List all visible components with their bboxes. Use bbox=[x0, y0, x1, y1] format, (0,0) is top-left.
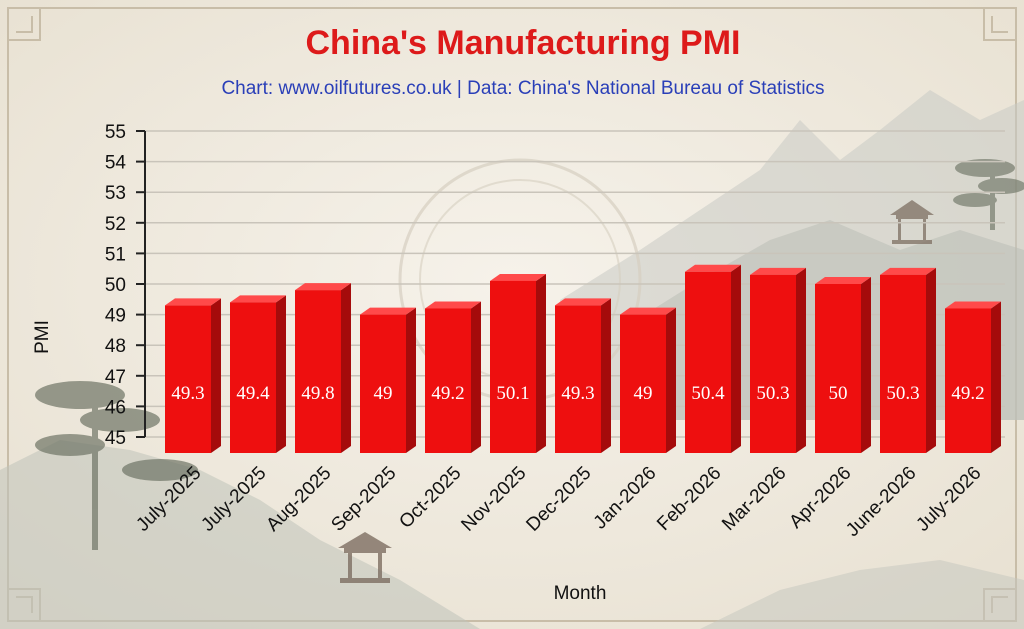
y-tick-label: 45 bbox=[105, 428, 126, 449]
bar: 50.3 bbox=[750, 267, 806, 453]
bar-top bbox=[815, 277, 871, 284]
bar-front bbox=[165, 305, 211, 453]
y-tick-label: 50 bbox=[105, 275, 126, 296]
bar: 50.4 bbox=[685, 264, 741, 453]
bar-value-label: 50.3 bbox=[886, 383, 919, 404]
bar-top bbox=[945, 301, 1001, 309]
y-tick-label: 48 bbox=[105, 336, 126, 357]
y-tick-label: 47 bbox=[105, 367, 126, 388]
bar-front bbox=[360, 314, 406, 453]
y-tick-label: 52 bbox=[105, 214, 126, 235]
bar-side bbox=[406, 307, 416, 453]
y-tick-label: 53 bbox=[105, 183, 126, 204]
bar-side bbox=[796, 267, 806, 453]
bar-top bbox=[425, 301, 481, 309]
bar-front bbox=[555, 305, 601, 453]
chart-subtitle: Chart: www.oilfutures.co.uk | Data: Chin… bbox=[221, 78, 824, 99]
bar-front bbox=[230, 302, 276, 453]
bar-top bbox=[880, 267, 936, 275]
pavilion-icon bbox=[338, 532, 392, 583]
bar-front bbox=[945, 308, 991, 453]
bar-value-label: 49.2 bbox=[431, 383, 464, 404]
bar: 49.2 bbox=[425, 301, 481, 453]
bar-value-label: 49.2 bbox=[951, 383, 984, 404]
y-tick-label: 49 bbox=[105, 306, 126, 327]
bar-top bbox=[295, 283, 351, 291]
bar-top bbox=[555, 298, 611, 306]
bar-value-label: 49 bbox=[634, 383, 653, 404]
bar: 50 bbox=[815, 277, 871, 453]
bar-side bbox=[211, 298, 221, 453]
y-tick-label: 46 bbox=[105, 397, 126, 418]
bar-value-label: 49 bbox=[374, 383, 393, 404]
pine-tree-icon bbox=[953, 159, 1024, 230]
bar: 50.1 bbox=[490, 273, 546, 453]
bar-front bbox=[880, 274, 926, 453]
bar-side bbox=[861, 277, 871, 453]
bar-front bbox=[620, 314, 666, 453]
pine-tree-icon bbox=[35, 381, 198, 550]
bar: 49.3 bbox=[165, 298, 221, 453]
bar-value-label: 49.3 bbox=[561, 383, 594, 404]
bar-value-label: 50.4 bbox=[691, 383, 725, 404]
bar-top bbox=[620, 307, 676, 315]
bar: 49 bbox=[620, 307, 676, 453]
y-axis-label: PMI bbox=[32, 320, 53, 354]
bar-side bbox=[276, 295, 286, 453]
bar-value-label: 50.1 bbox=[496, 383, 529, 404]
bar-top bbox=[750, 267, 806, 275]
bar-side bbox=[926, 267, 936, 453]
bar-top bbox=[685, 264, 741, 272]
bar: 49.2 bbox=[945, 301, 1001, 453]
bar: 50.3 bbox=[880, 267, 936, 453]
y-tick-label: 55 bbox=[105, 122, 126, 143]
bars: 49.3 49.4 49.8 49 49.2 50.1 49.3 49 50.4 50.3 50 50… bbox=[165, 264, 1001, 453]
bar-side bbox=[601, 298, 611, 453]
chart-title: China's Manufacturing PMI bbox=[306, 24, 741, 62]
bar-top bbox=[360, 307, 416, 315]
bar-value-label: 49.3 bbox=[171, 383, 204, 404]
bar-front bbox=[685, 271, 731, 453]
bar-side bbox=[991, 301, 1001, 453]
bar-front bbox=[295, 290, 341, 453]
bar-top bbox=[230, 295, 286, 303]
bar-side bbox=[471, 301, 481, 453]
bar-front bbox=[490, 280, 536, 453]
bar-value-label: 49.8 bbox=[301, 383, 334, 404]
y-tick-label: 54 bbox=[105, 153, 127, 174]
bar: 49.4 bbox=[230, 295, 286, 453]
bar-value-label: 50.3 bbox=[756, 383, 789, 404]
bar-front bbox=[425, 308, 471, 453]
bar-value-label: 50 bbox=[829, 383, 848, 404]
bar-side bbox=[536, 273, 546, 453]
bar-front bbox=[815, 284, 861, 453]
bar-top bbox=[490, 273, 546, 281]
x-axis-label: Month bbox=[554, 583, 607, 604]
bar: 49.8 bbox=[295, 283, 351, 453]
y-axis: 45 46 47 48 49 50 51 52 53 54 55 bbox=[105, 122, 146, 449]
pavilion-icon bbox=[890, 200, 934, 244]
bar-front bbox=[750, 274, 796, 453]
bar-value-label: 49.4 bbox=[236, 383, 270, 404]
bar: 49 bbox=[360, 307, 416, 453]
bar: 49.3 bbox=[555, 298, 611, 453]
bar-side bbox=[666, 307, 676, 453]
bar-top bbox=[165, 298, 221, 306]
y-tick-label: 51 bbox=[105, 244, 126, 265]
bar-side bbox=[341, 283, 351, 453]
bar-side bbox=[731, 264, 741, 453]
